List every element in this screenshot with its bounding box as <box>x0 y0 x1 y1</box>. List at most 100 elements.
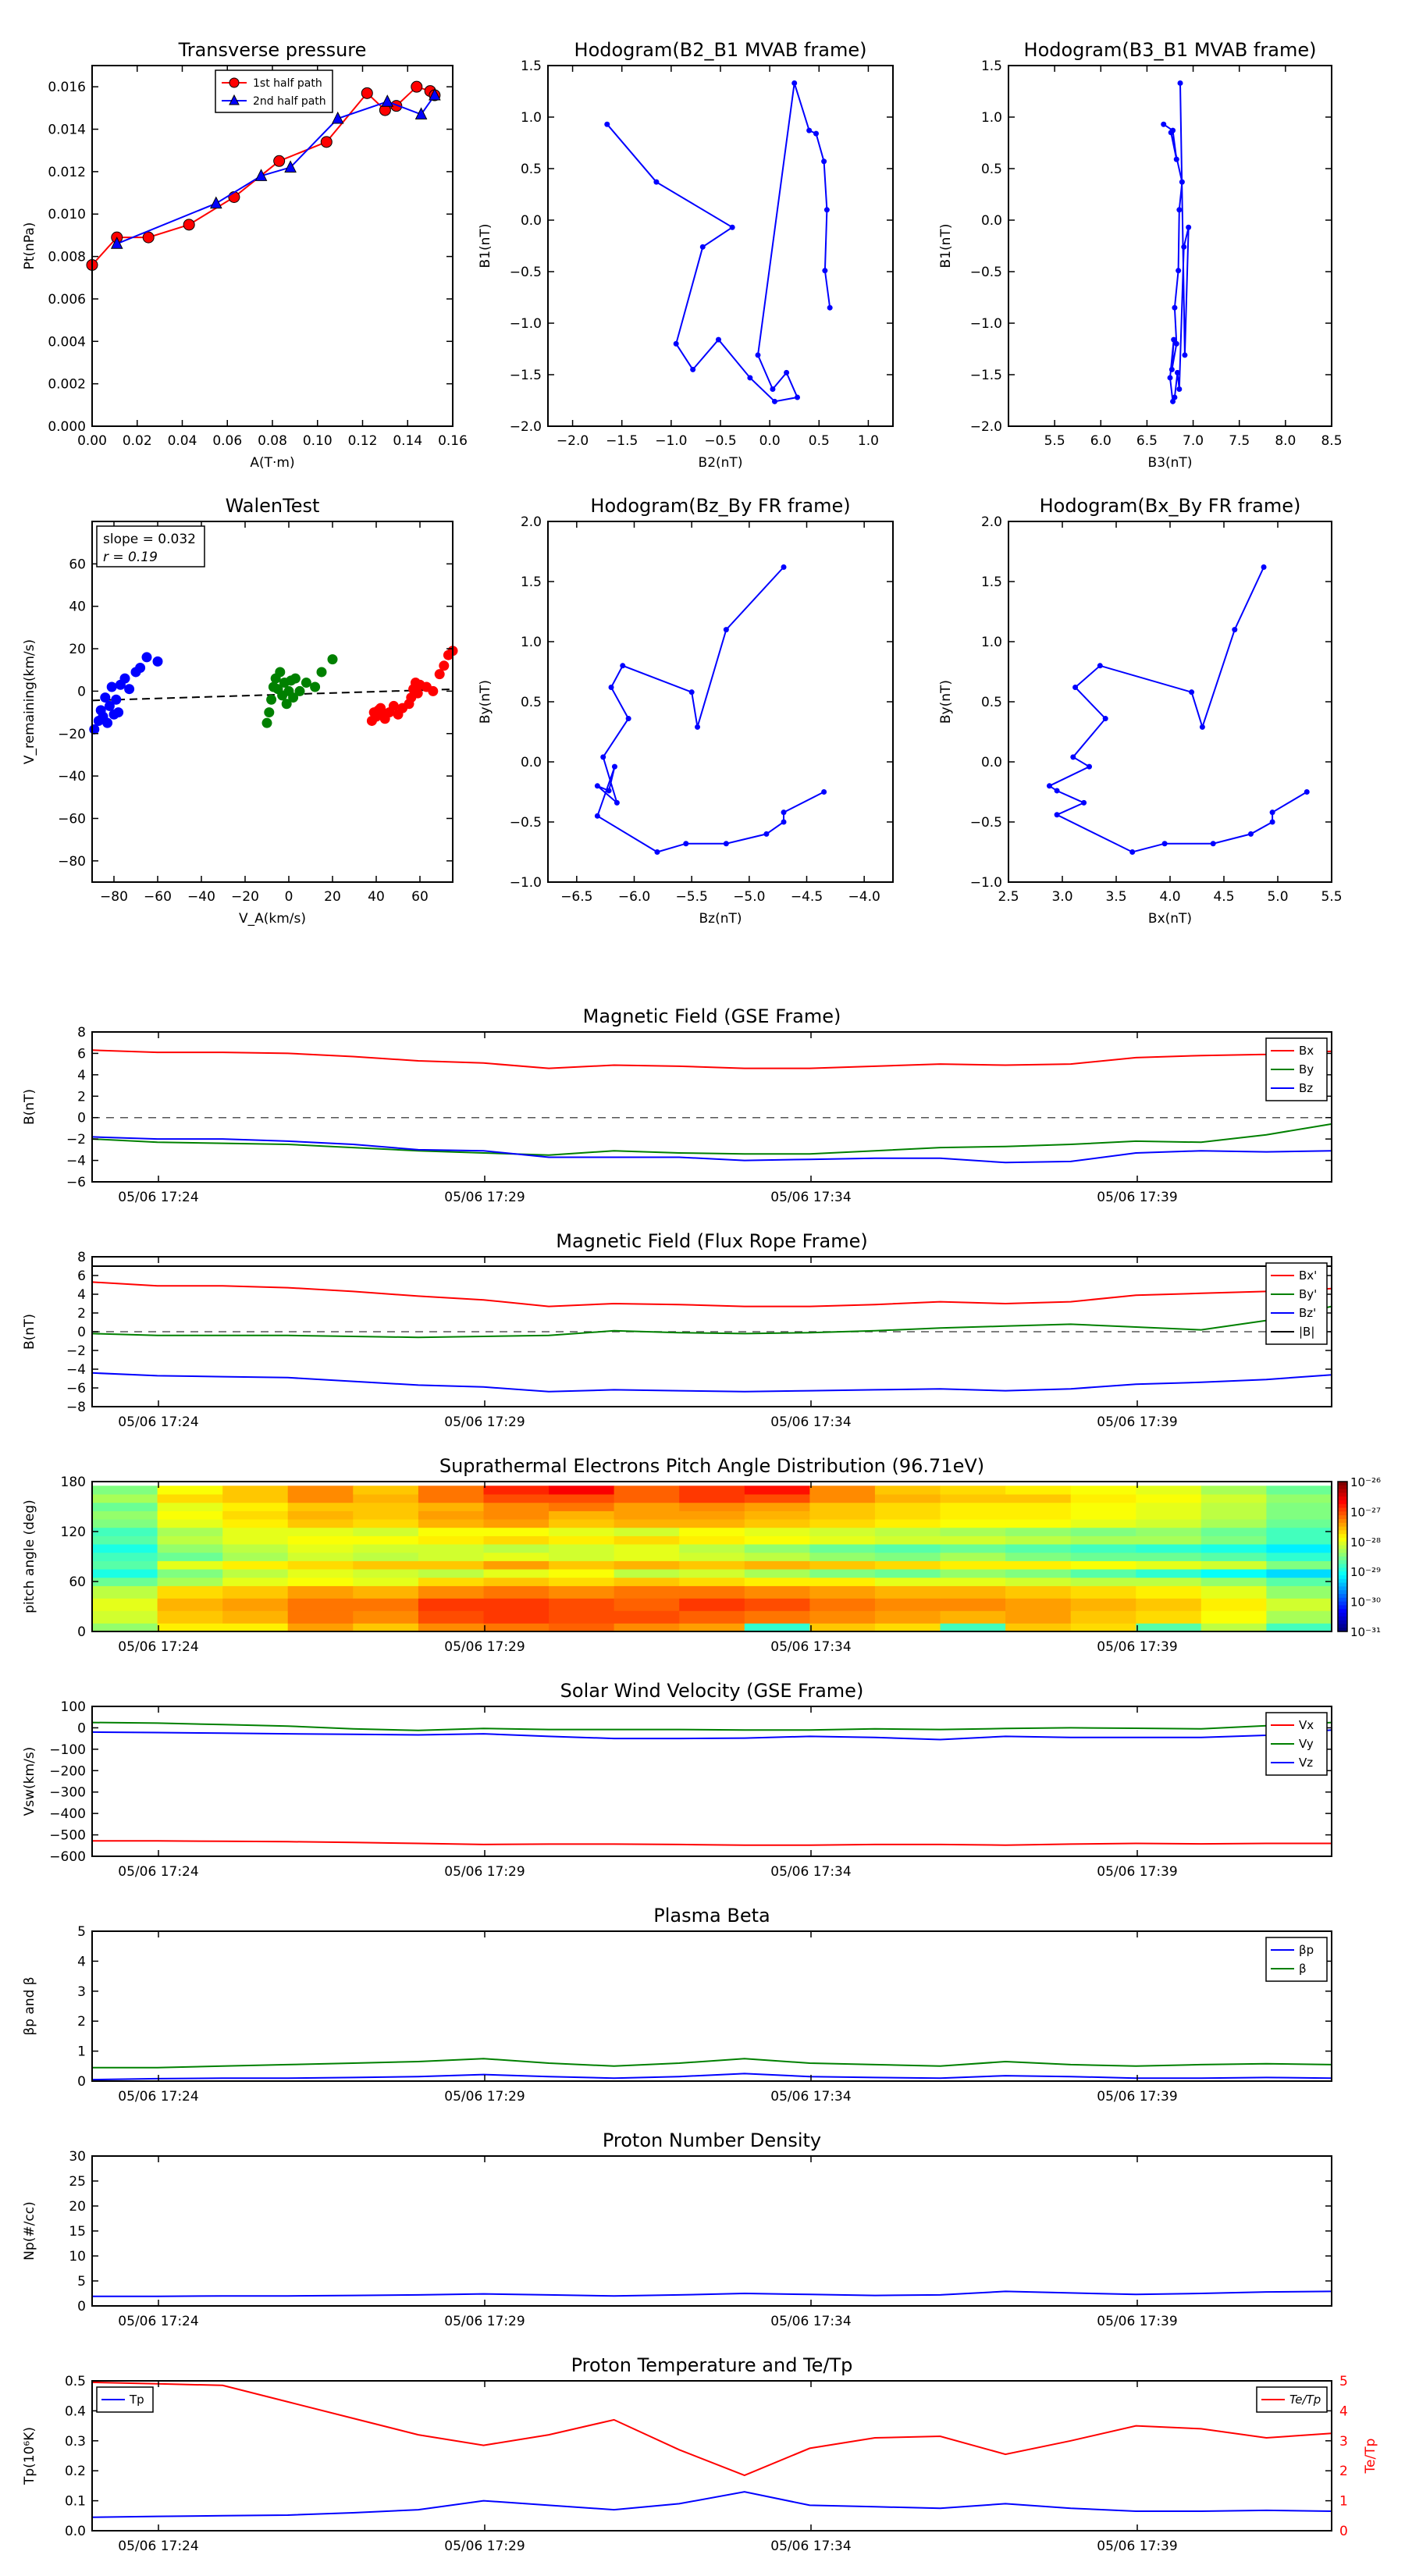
data-point <box>106 681 117 692</box>
heatmap-cell <box>809 1623 876 1632</box>
heatmap-cell <box>418 1519 484 1528</box>
heatmap-cell <box>1070 1577 1136 1586</box>
data-point <box>747 375 753 381</box>
data-point <box>152 656 163 667</box>
time-tick-label: 05/06 17:24 <box>118 1414 198 1430</box>
y-tick-label: 1.5 <box>981 59 1002 74</box>
data-point <box>699 244 706 250</box>
heatmap-cell <box>1136 1585 1202 1599</box>
heatmap-cell <box>614 1519 680 1528</box>
panel-walen: WalenTest −80 −60 −40 −20 0 20 40 60 V_remaining(… <box>22 495 458 927</box>
y-tick-label: 2 <box>77 1089 86 1105</box>
heatmap-cell <box>418 1502 484 1511</box>
data-point <box>1172 304 1178 311</box>
heatmap-cell <box>483 1552 550 1561</box>
legend-marker <box>229 77 240 88</box>
data-point <box>439 660 450 671</box>
heatmap-cell <box>1070 1598 1136 1611</box>
y-tick-label: 0 <box>77 684 86 699</box>
chart-title: WalenTest <box>226 495 320 517</box>
data-point <box>1087 763 1092 770</box>
heatmap-cell <box>353 1519 419 1528</box>
heatmap-cell <box>157 1485 223 1495</box>
legend-box <box>215 69 333 113</box>
plot-frame <box>91 1706 1332 1857</box>
series-line <box>596 566 825 853</box>
data-point <box>821 158 827 165</box>
chart-title: Solar Wind Velocity (GSE Frame) <box>560 1680 864 1702</box>
y-tick-label: 0.3 <box>65 2434 86 2450</box>
data-point <box>781 819 787 825</box>
heatmap-cell <box>353 1552 419 1561</box>
heatmap-cell <box>1200 1569 1267 1578</box>
heatmap-cell <box>418 1494 484 1503</box>
legend-label: Te/Tp <box>1289 2393 1321 2407</box>
heatmap-cell <box>614 1535 680 1545</box>
x-tick-label: 0.10 <box>303 433 333 449</box>
heatmap-cell <box>287 1585 354 1599</box>
heatmap-cell <box>157 1494 223 1503</box>
y-tick-label: −1.5 <box>970 368 1002 383</box>
series-line <box>91 1729 1332 1741</box>
stats-slope: slope = 0.032 <box>103 532 196 547</box>
heatmap-cell <box>222 1502 289 1511</box>
x-tick-label: 5.5 <box>1321 889 1342 905</box>
heatmap-cell <box>92 1485 158 1495</box>
time-tick-label: 05/06 17:39 <box>1097 2089 1177 2105</box>
heatmap-cell <box>549 1560 615 1570</box>
x-axis-label: B2(nT) <box>699 455 743 471</box>
heatmap-cell <box>92 1494 158 1503</box>
heatmap-cell <box>287 1519 354 1528</box>
colorbar-segment <box>1338 1530 1347 1535</box>
heatmap-cell <box>353 1577 419 1586</box>
heatmap-cell <box>1005 1552 1072 1561</box>
y-tick-label: 0.010 <box>48 207 86 222</box>
colorbar-segment <box>1338 1620 1347 1624</box>
time-tick-label: 05/06 17:29 <box>444 1639 525 1655</box>
heatmap-cell <box>1266 1623 1332 1632</box>
plot-frame <box>1008 521 1332 883</box>
heatmap-cell <box>1005 1494 1072 1503</box>
heatmap-cell <box>549 1510 615 1520</box>
legend-right: Te/Tp <box>1256 2386 1328 2413</box>
heatmap-cell <box>92 1598 158 1611</box>
x-tick-label: 3.5 <box>1105 889 1126 905</box>
heatmap-cell <box>1136 1485 1202 1495</box>
colorbar-segment <box>1338 1534 1347 1539</box>
data-point <box>827 304 833 311</box>
x-tick-label: 60 <box>411 889 429 905</box>
data-point <box>1269 809 1275 816</box>
heatmap-cell <box>549 1585 615 1599</box>
series-line <box>91 1721 1332 1731</box>
legend-left: Tp <box>96 2386 154 2413</box>
data-point <box>1072 685 1079 691</box>
legend-box <box>1265 1262 1328 1345</box>
colorbar-label: 10⁻²⁶ <box>1350 1475 1381 1489</box>
y-tick-label: 0.016 <box>48 80 86 95</box>
data-point <box>771 398 777 404</box>
data-point <box>795 394 801 400</box>
series-line <box>91 2381 1332 2477</box>
colorbar-segment <box>1338 1613 1347 1617</box>
chart-title: Transverse pressure <box>178 39 367 61</box>
series-line <box>92 1840 1332 1846</box>
legend-label: 1st half path <box>253 77 322 90</box>
heatmap-cell <box>809 1610 876 1624</box>
data-point <box>1167 375 1173 381</box>
data-point <box>210 196 222 209</box>
y-axis-label: Vsw(km/s) <box>22 1747 37 1816</box>
data-point <box>294 685 305 696</box>
y-tick-label: 2.0 <box>981 514 1002 530</box>
y-tick-label: 8 <box>77 1025 86 1041</box>
chart-title: Suprathermal Electrons Pitch Angle Distr… <box>439 1455 984 1477</box>
series-line <box>91 1049 1332 1069</box>
colorbar-segment <box>1338 1582 1347 1587</box>
data-point <box>1189 689 1195 696</box>
data-point <box>414 107 428 120</box>
data-point <box>813 130 819 137</box>
data-point <box>791 80 798 86</box>
heatmap-cell <box>549 1569 615 1578</box>
time-tick-label: 05/06 17:29 <box>444 2089 525 2105</box>
data-point <box>411 80 423 93</box>
x-tick-label: 0.16 <box>438 433 468 449</box>
